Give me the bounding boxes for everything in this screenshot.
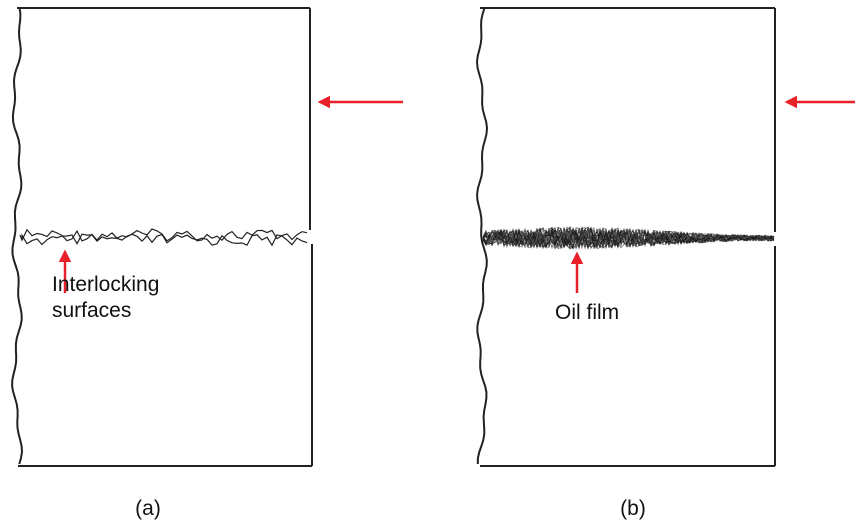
annotation: Oil film (555, 301, 619, 324)
wavy-edge (11, 7, 24, 465)
rough-surface (21, 233, 308, 247)
annotation: surfaces (52, 299, 131, 322)
oil-film (482, 227, 775, 249)
annotation: Interlocking (52, 273, 159, 296)
panel-b: Oil film (b) (475, 7, 855, 520)
wavy-edge (475, 7, 489, 465)
rough-surface (19, 228, 308, 242)
panel-a: Interlocking surfaces (a) (11, 7, 403, 520)
panel-label: (b) (620, 497, 646, 520)
oil-film (482, 226, 775, 250)
panel-label: (a) (135, 497, 161, 520)
